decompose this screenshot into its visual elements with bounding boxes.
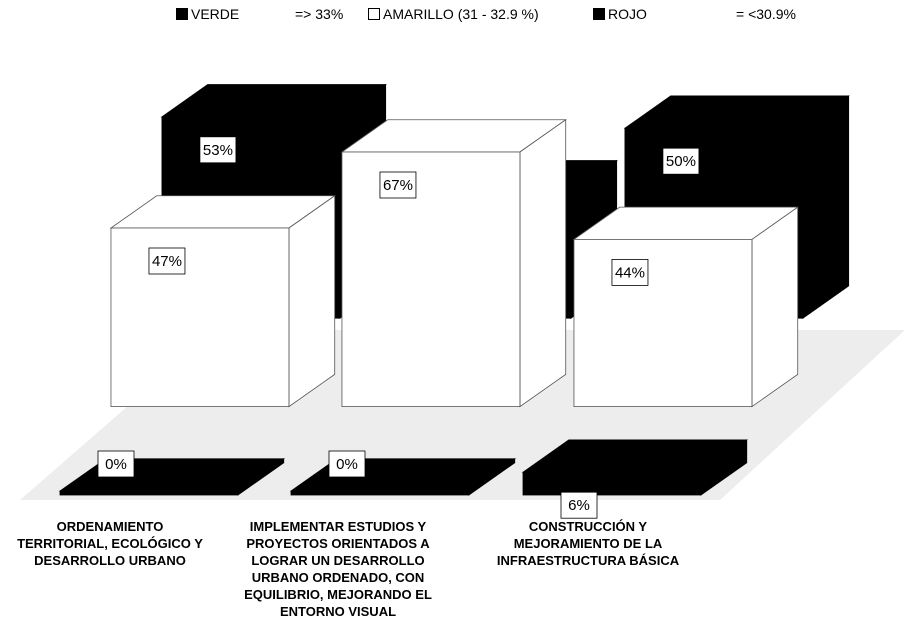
data-label-box-amarillo-3 (611, 258, 649, 286)
bar-amarillo-2-side (519, 118, 567, 408)
category-label-line: LOGRAR UN DESARROLLO (251, 553, 425, 568)
data-label-text-rojo-1: 53% (203, 142, 233, 159)
bar-amarillo-3-side (751, 206, 799, 408)
bars-group: 53%33%50%47%67%44%0%0%6% (58, 83, 850, 519)
data-label-amarillo-2: 67% (379, 171, 417, 199)
legend-label-rojo: ROJO (608, 6, 647, 22)
category-label-2: IMPLEMENTAR ESTUDIOS Y PROYECTOS ORIENTAD… (228, 518, 448, 620)
data-label-text-verde-3: 6% (568, 497, 590, 514)
category-label-line: PROYECTOS ORIENTADOS A (246, 536, 430, 551)
legend: VERDE => 33% AMARILLO (31 - 32.9 %) ROJO… (0, 6, 915, 26)
data-label-box-verde-2 (328, 450, 366, 478)
data-label-box-rojo-1 (199, 136, 237, 164)
data-label-box-verde-1 (97, 450, 135, 478)
legend-item-rojo: ROJO (593, 6, 647, 22)
bar-amarillo-3-front (573, 238, 753, 407)
bar-rojo-3-side (802, 95, 850, 319)
category-label-line: CONSTRUCCIÓN Y (528, 519, 648, 534)
category-label-line: TERRITORIAL, ECOLÓGICO Y (17, 536, 203, 551)
category-label-line: URBANO ORDENADO, CON (251, 570, 425, 585)
bar-amarillo-1-side (288, 194, 336, 408)
data-label-verde-2: 0% (328, 450, 366, 478)
legend-swatch-verde (176, 8, 188, 20)
bar-amarillo-1 (109, 194, 336, 408)
category-label-line: INFRAESTRUCTURA BÁSICA (496, 553, 680, 568)
data-label-text-amarillo-3: 44% (615, 264, 645, 281)
bar-verde-1-front (59, 490, 239, 496)
data-label-amarillo-1: 47% (148, 247, 186, 275)
bar-verde-2-front (290, 490, 470, 496)
category-label-line: EQUILIBRIO, MEJORANDO EL (244, 587, 432, 602)
legend-item-verde: VERDE (176, 6, 239, 22)
bar-amarillo-1-front (110, 227, 290, 408)
legend-label-amarillo: AMARILLO (31 - 32.9 %) (383, 6, 539, 22)
data-label-verde-3: 6% (560, 491, 598, 519)
data-label-amarillo-3: 44% (611, 258, 649, 286)
category-label-line: ORDENAMIENTO (56, 519, 164, 534)
category-label-line: DESARROLLO URBANO (34, 553, 186, 568)
category-label-line: ENTORNO VISUAL (279, 604, 397, 619)
legend-label-verde: VERDE (191, 6, 240, 22)
data-label-text-amarillo-2: 67% (383, 177, 413, 194)
data-label-rojo-1: 53% (199, 136, 237, 164)
bar-amarillo-2-front (341, 151, 521, 408)
bar-verde-3-front (522, 471, 702, 496)
category-label-line: IMPLEMENTAR ESTUDIOS Y (249, 519, 427, 534)
legend-rule-rojo: = <30.9% (736, 6, 796, 22)
data-label-box-verde-3 (560, 491, 598, 519)
category-label-3: CONSTRUCCIÓN Y MEJORAMIENTO DE LA INFRAEST… (478, 518, 698, 569)
category-label-line: MEJORAMIENTO DE LA (513, 536, 663, 551)
bar-verde-3 (521, 439, 749, 496)
data-label-box-amarillo-1 (148, 247, 186, 275)
data-label-box-amarillo-2 (379, 171, 417, 199)
data-label-verde-1: 0% (97, 450, 135, 478)
bar-amarillo-2 (340, 118, 567, 408)
legend-swatch-amarillo (368, 8, 380, 20)
legend-swatch-rojo (593, 8, 605, 20)
data-label-text-verde-1: 0% (105, 456, 127, 473)
legend-item-amarillo: AMARILLO (31 - 32.9 %) (368, 6, 539, 22)
data-label-rojo-3: 50% (662, 147, 700, 175)
category-label-1: ORDENAMIENTO TERRITORIAL, ECOLÓGICO Y DESA… (0, 518, 220, 569)
data-label-text-rojo-3: 50% (666, 153, 696, 170)
data-label-text-amarillo-1: 47% (152, 253, 182, 270)
data-label-box-rojo-3 (662, 147, 700, 175)
data-label-text-verde-2: 0% (336, 456, 358, 473)
bar-amarillo-3 (572, 206, 799, 408)
legend-rule-verde: => 33% (295, 6, 344, 22)
